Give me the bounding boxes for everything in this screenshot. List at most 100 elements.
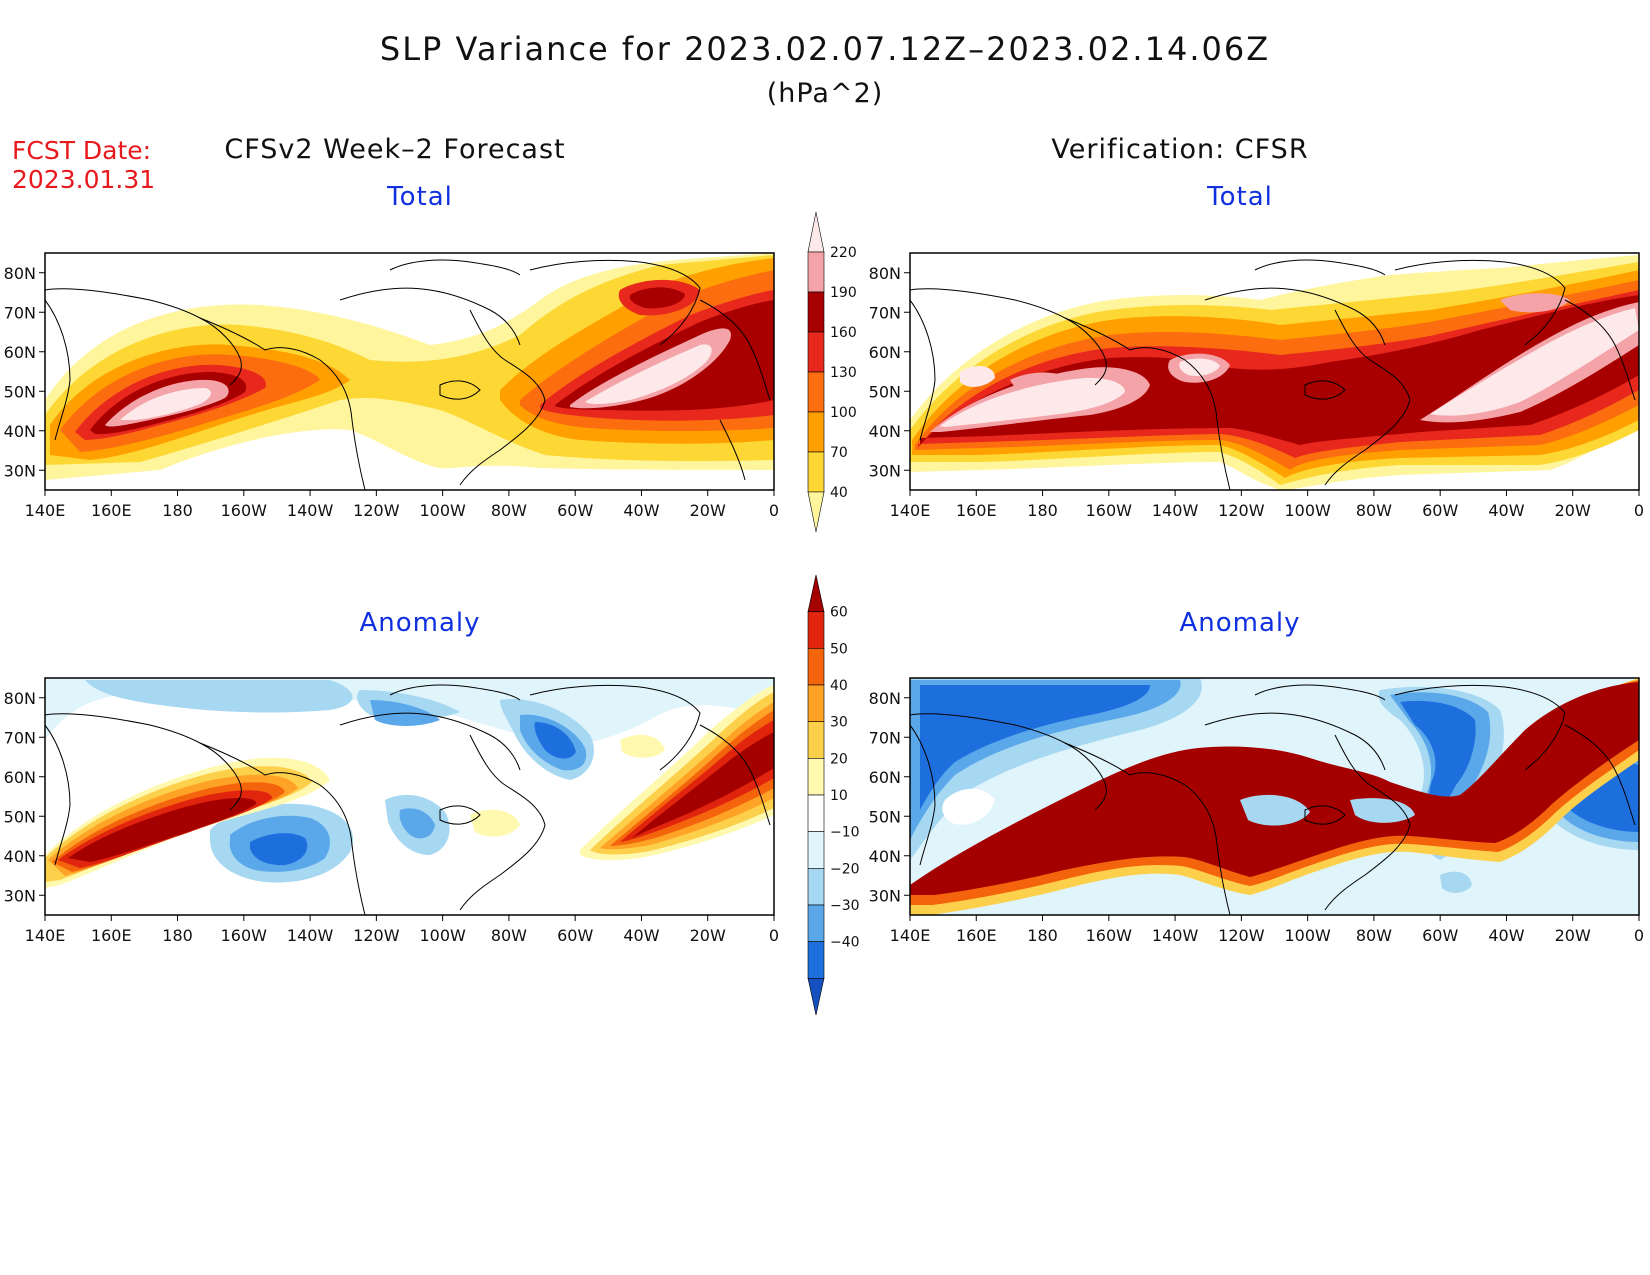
lon-tick-label: 80W bbox=[491, 926, 527, 945]
forecast-total-field bbox=[45, 253, 774, 480]
lat-tick-label: 60N bbox=[4, 343, 36, 362]
shade-minus30 bbox=[229, 700, 587, 872]
lon-tick-label: 180 bbox=[1027, 501, 1058, 520]
colorbar-level-label: −10 bbox=[830, 825, 860, 841]
lat-tick-label: 50N bbox=[869, 382, 901, 401]
lon-tick-label: 180 bbox=[1027, 926, 1058, 945]
lon-tick-label: 100W bbox=[419, 501, 466, 520]
lon-tick-label: 160W bbox=[221, 501, 268, 520]
colorbar-level-label: 100 bbox=[830, 405, 857, 421]
colorbar-level-label: 160 bbox=[830, 325, 857, 341]
verification-total-title: Total bbox=[1207, 182, 1273, 212]
lat-tick-label: 40N bbox=[4, 847, 36, 866]
shade-minus40 bbox=[250, 722, 576, 866]
lon-tick-label: 160E bbox=[956, 501, 997, 520]
shade-220-plus-inner bbox=[940, 308, 1639, 427]
lon-tick-label: 160W bbox=[1086, 926, 1133, 945]
verification-column-heading: Verification: CFSR bbox=[1051, 134, 1309, 165]
forecast-total-title: Total bbox=[387, 182, 453, 212]
lat-tick-label: 70N bbox=[869, 728, 901, 747]
lat-tick-label: 50N bbox=[4, 382, 36, 401]
colorbar-level-label: 30 bbox=[830, 715, 848, 731]
lon-tick-label: 40W bbox=[623, 501, 659, 520]
lat-tick-label: 30N bbox=[869, 886, 901, 905]
lon-tick-label: 40W bbox=[1488, 501, 1524, 520]
lon-tick-label: 160E bbox=[956, 926, 997, 945]
anomaly-colorbar: 60 50 40 30 20 10 −10 −20 −30 −40 bbox=[807, 574, 860, 1016]
colorbar-swatch bbox=[807, 291, 825, 333]
verification-anomaly-field bbox=[910, 678, 1639, 915]
colorbar-level-label: 220 bbox=[830, 245, 857, 261]
colorbar-level-label: 60 bbox=[830, 605, 848, 621]
lon-tick-label: 180 bbox=[162, 501, 193, 520]
lat-tick-label: 60N bbox=[869, 343, 901, 362]
verification-anomaly-axes: 80N 70N 60N 50N 40N 30N 140E 160E 180 160W 140W 120… bbox=[869, 689, 1644, 945]
shade-blue-inset bbox=[1240, 794, 1415, 826]
shade-minus20 bbox=[85, 680, 594, 883]
verification-anomaly-map: 80N 70N 60N 50N 40N 30N 140E 160E 180 160W 140W 120… bbox=[869, 677, 1644, 945]
colorbar-swatch bbox=[807, 648, 825, 686]
lat-tick-label: 80N bbox=[869, 264, 901, 283]
lat-tick-label: 80N bbox=[4, 689, 36, 708]
colorbar-swatch bbox=[807, 868, 825, 906]
shade-220-plus-outer bbox=[105, 328, 731, 427]
colorbar-swatch bbox=[807, 331, 825, 373]
colorbar-swatch bbox=[807, 251, 825, 293]
lon-tick-label: 120W bbox=[1218, 926, 1265, 945]
lat-tick-label: 30N bbox=[4, 886, 36, 905]
shade-plus50 bbox=[58, 720, 774, 868]
lon-tick-label: 0 bbox=[1634, 926, 1644, 945]
lon-tick-label: 160W bbox=[221, 926, 268, 945]
lat-tick-label: 80N bbox=[4, 264, 36, 283]
lat-tick-label: 30N bbox=[4, 461, 36, 480]
lon-tick-label: 100W bbox=[419, 926, 466, 945]
lat-tick-label: 40N bbox=[4, 422, 36, 441]
colorbar-level-label: 50 bbox=[830, 641, 848, 657]
forecast-anomaly-field bbox=[45, 678, 774, 888]
colorbar-swatch bbox=[807, 411, 825, 453]
lon-tick-label: 160E bbox=[91, 501, 132, 520]
colorbar-swatch bbox=[807, 758, 825, 796]
colorbar-level-label: 190 bbox=[830, 285, 857, 301]
lon-tick-label: 140E bbox=[890, 926, 931, 945]
chart-title: SLP Variance for 2023.02.07.12Z–2023.02.… bbox=[379, 30, 1271, 68]
colorbar-level-label: 20 bbox=[830, 751, 848, 767]
lat-tick-label: 40N bbox=[869, 847, 901, 866]
lon-tick-label: 40W bbox=[1488, 926, 1524, 945]
colorbar-level-label: 10 bbox=[830, 788, 848, 804]
lon-tick-label: 60W bbox=[1422, 926, 1458, 945]
lon-tick-label: 140E bbox=[25, 926, 66, 945]
lon-tick-label: 180 bbox=[162, 926, 193, 945]
lat-tick-label: 50N bbox=[869, 807, 901, 826]
forecast-anomaly-title: Anomaly bbox=[359, 608, 481, 638]
colorbar-swatch bbox=[807, 451, 825, 493]
lon-tick-label: 140E bbox=[25, 501, 66, 520]
lat-tick-label: 80N bbox=[869, 689, 901, 708]
forecast-anomaly-map: 80N 70N 60N 50N 40N 30N 140E 160E 180 160W 140W 120… bbox=[4, 677, 779, 945]
shade-minus40 bbox=[920, 685, 1639, 832]
lat-tick-label: 70N bbox=[4, 728, 36, 747]
colorbar-swatch bbox=[807, 904, 825, 942]
total-colorbar: 220 190 160 130 100 70 40 bbox=[807, 211, 857, 533]
colorbar-swatch bbox=[807, 684, 825, 722]
forecast-anomaly-axes: 80N 70N 60N 50N 40N 30N 140E 160E 180 160W 140W 120… bbox=[4, 689, 779, 945]
lon-tick-label: 60W bbox=[557, 926, 593, 945]
lat-tick-label: 60N bbox=[869, 768, 901, 787]
lat-tick-label: 70N bbox=[4, 303, 36, 322]
lon-tick-label: 160E bbox=[91, 926, 132, 945]
colorbar-swatch bbox=[807, 794, 825, 832]
colorbar-level-label: 130 bbox=[830, 365, 857, 381]
colorbar-swatch bbox=[807, 574, 825, 612]
lat-tick-label: 60N bbox=[4, 768, 36, 787]
shade-white-hole bbox=[942, 788, 995, 825]
colorbar-swatch bbox=[807, 978, 825, 1016]
coastlines bbox=[45, 259, 771, 490]
lon-tick-label: 20W bbox=[1555, 501, 1591, 520]
coastlines bbox=[910, 684, 1636, 915]
coastlines bbox=[910, 259, 1636, 490]
lon-tick-label: 80W bbox=[1356, 926, 1392, 945]
lon-tick-label: 100W bbox=[1284, 501, 1331, 520]
shade-plus30 bbox=[48, 702, 774, 876]
colorbar-swatch bbox=[807, 611, 825, 649]
